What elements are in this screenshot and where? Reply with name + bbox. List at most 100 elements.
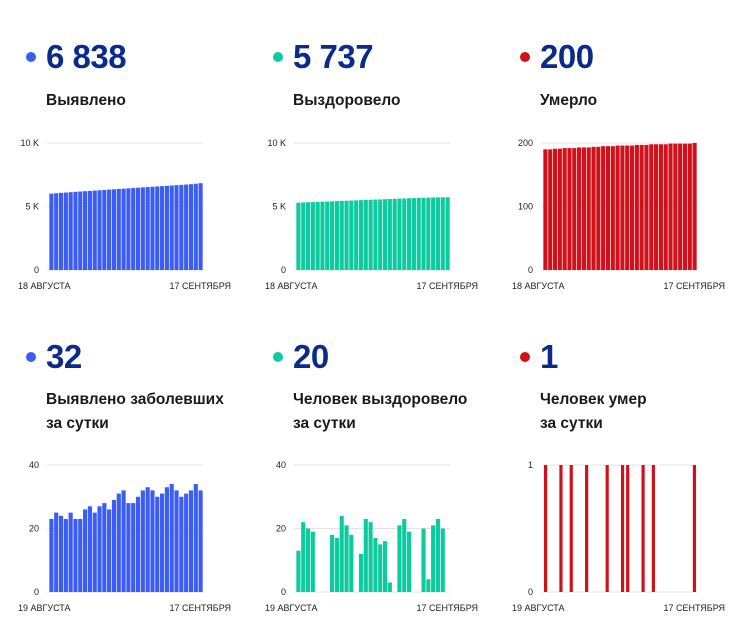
- y-tick-label: 0: [528, 587, 533, 597]
- bar: [184, 184, 189, 270]
- bar: [78, 518, 83, 592]
- y-tick-label: 5 K: [25, 202, 39, 212]
- bar: [363, 518, 368, 592]
- x-label-end: 17 СЕНТЯБРЯ: [416, 281, 478, 291]
- bar: [431, 197, 436, 270]
- bar: [416, 197, 421, 270]
- bar: [315, 201, 320, 270]
- bar: [402, 518, 407, 592]
- x-label-end: 17 СЕНТЯБРЯ: [169, 603, 231, 613]
- bar: [135, 496, 141, 592]
- x-label-end: 17 СЕНТЯБРЯ: [416, 603, 478, 613]
- bar: [596, 146, 601, 270]
- bar: [601, 146, 606, 270]
- panel-recovered-daily: 20 Человек выздоровело за сутки 0 20 40 19 …: [265, 340, 509, 640]
- y-tick-label: 0: [281, 265, 286, 275]
- bar: [107, 189, 112, 270]
- recovered-total-chart: 0 5 K 10 K 18 АВГУСТА 17 СЕНТЯБРЯ: [265, 138, 478, 291]
- deaths-daily-chart: 0 1 19 АВГУСТА 17 СЕНТЯБРЯ: [512, 460, 725, 613]
- bar: [160, 493, 165, 592]
- bar: [644, 144, 649, 270]
- bar: [658, 144, 663, 270]
- bar: [73, 191, 78, 270]
- bar: [155, 496, 160, 592]
- y-tick-label: 40: [276, 460, 286, 470]
- bar: [58, 192, 64, 270]
- bar: [682, 143, 688, 270]
- bar: [368, 522, 373, 592]
- bar: [131, 503, 136, 592]
- bar: [150, 186, 155, 270]
- bar: [605, 146, 611, 270]
- bar: [83, 509, 88, 592]
- bar: [591, 146, 596, 270]
- bar: [378, 544, 383, 592]
- bar: [49, 193, 54, 270]
- stat-label: Человек умер за сутки: [540, 391, 647, 432]
- bar: [435, 518, 441, 592]
- bar: [116, 493, 121, 592]
- bar: [354, 200, 359, 270]
- bar: [145, 487, 150, 592]
- bar: [349, 200, 354, 270]
- bar: [63, 192, 68, 270]
- bar: [179, 496, 184, 592]
- bar: [179, 184, 184, 270]
- x-label-start: 19 АВГУСТА: [512, 603, 565, 613]
- bar: [198, 183, 203, 270]
- bar: [87, 506, 92, 592]
- bar: [426, 579, 431, 592]
- y-tick-label: 100: [518, 202, 533, 212]
- bar: [407, 198, 412, 270]
- bar: [184, 493, 189, 592]
- bar: [140, 187, 145, 270]
- bar: [131, 188, 136, 270]
- bar: [68, 192, 73, 270]
- bar: [586, 147, 591, 270]
- bar: [663, 144, 668, 270]
- bar: [368, 199, 373, 270]
- bar: [435, 197, 441, 270]
- stat-value: 5 737: [293, 38, 374, 75]
- bar: [382, 199, 388, 270]
- bar: [687, 143, 692, 270]
- bar: [73, 518, 78, 592]
- stat-label: Выявлено заболевших за сутки: [46, 391, 224, 432]
- confirmed-total-chart: 0 5 K 10 K 18 АВГУСТА 17 СЕНТЯБРЯ: [18, 138, 231, 291]
- bar: [49, 518, 54, 592]
- bar: [387, 199, 392, 270]
- stat-value: 32: [46, 338, 82, 375]
- bar: [330, 534, 335, 592]
- bar: [397, 198, 402, 270]
- bar: [188, 184, 194, 270]
- bar: [577, 147, 582, 270]
- y-tick-label: 0: [34, 587, 39, 597]
- bar: [339, 515, 344, 592]
- bar: [668, 143, 673, 270]
- bar: [651, 465, 655, 592]
- bar: [634, 144, 639, 270]
- bar: [63, 518, 68, 592]
- bar: [150, 490, 155, 592]
- bar: [92, 190, 97, 270]
- bar: [54, 193, 59, 270]
- bar: [155, 186, 160, 270]
- panel-recovered-total: 5 737 Выздоровело 0 5 K 10 K 18 АВГУСТА 17 С…: [265, 38, 509, 340]
- bar: [649, 144, 654, 270]
- bar: [116, 188, 121, 270]
- bar: [363, 199, 368, 270]
- bar: [193, 484, 198, 592]
- bar: [296, 550, 301, 592]
- bar: [620, 465, 625, 592]
- stat-label: Выздоровело: [293, 92, 401, 109]
- bar: [334, 201, 339, 270]
- legend-dot-green: [273, 52, 283, 62]
- bar: [97, 506, 102, 592]
- bar: [54, 512, 59, 592]
- bar: [625, 145, 630, 270]
- bar: [301, 522, 306, 592]
- bar: [126, 503, 131, 592]
- x-label-start: 18 АВГУСТА: [512, 281, 565, 291]
- panel-confirmed-daily: 32 Выявлено заболевших за сутки 0 20 40 19 …: [18, 338, 262, 640]
- bar: [320, 201, 325, 270]
